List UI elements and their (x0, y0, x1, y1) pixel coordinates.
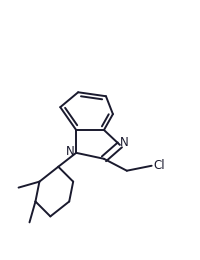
Text: Cl: Cl (153, 159, 165, 172)
Text: N: N (120, 136, 129, 149)
Text: N: N (66, 145, 75, 158)
